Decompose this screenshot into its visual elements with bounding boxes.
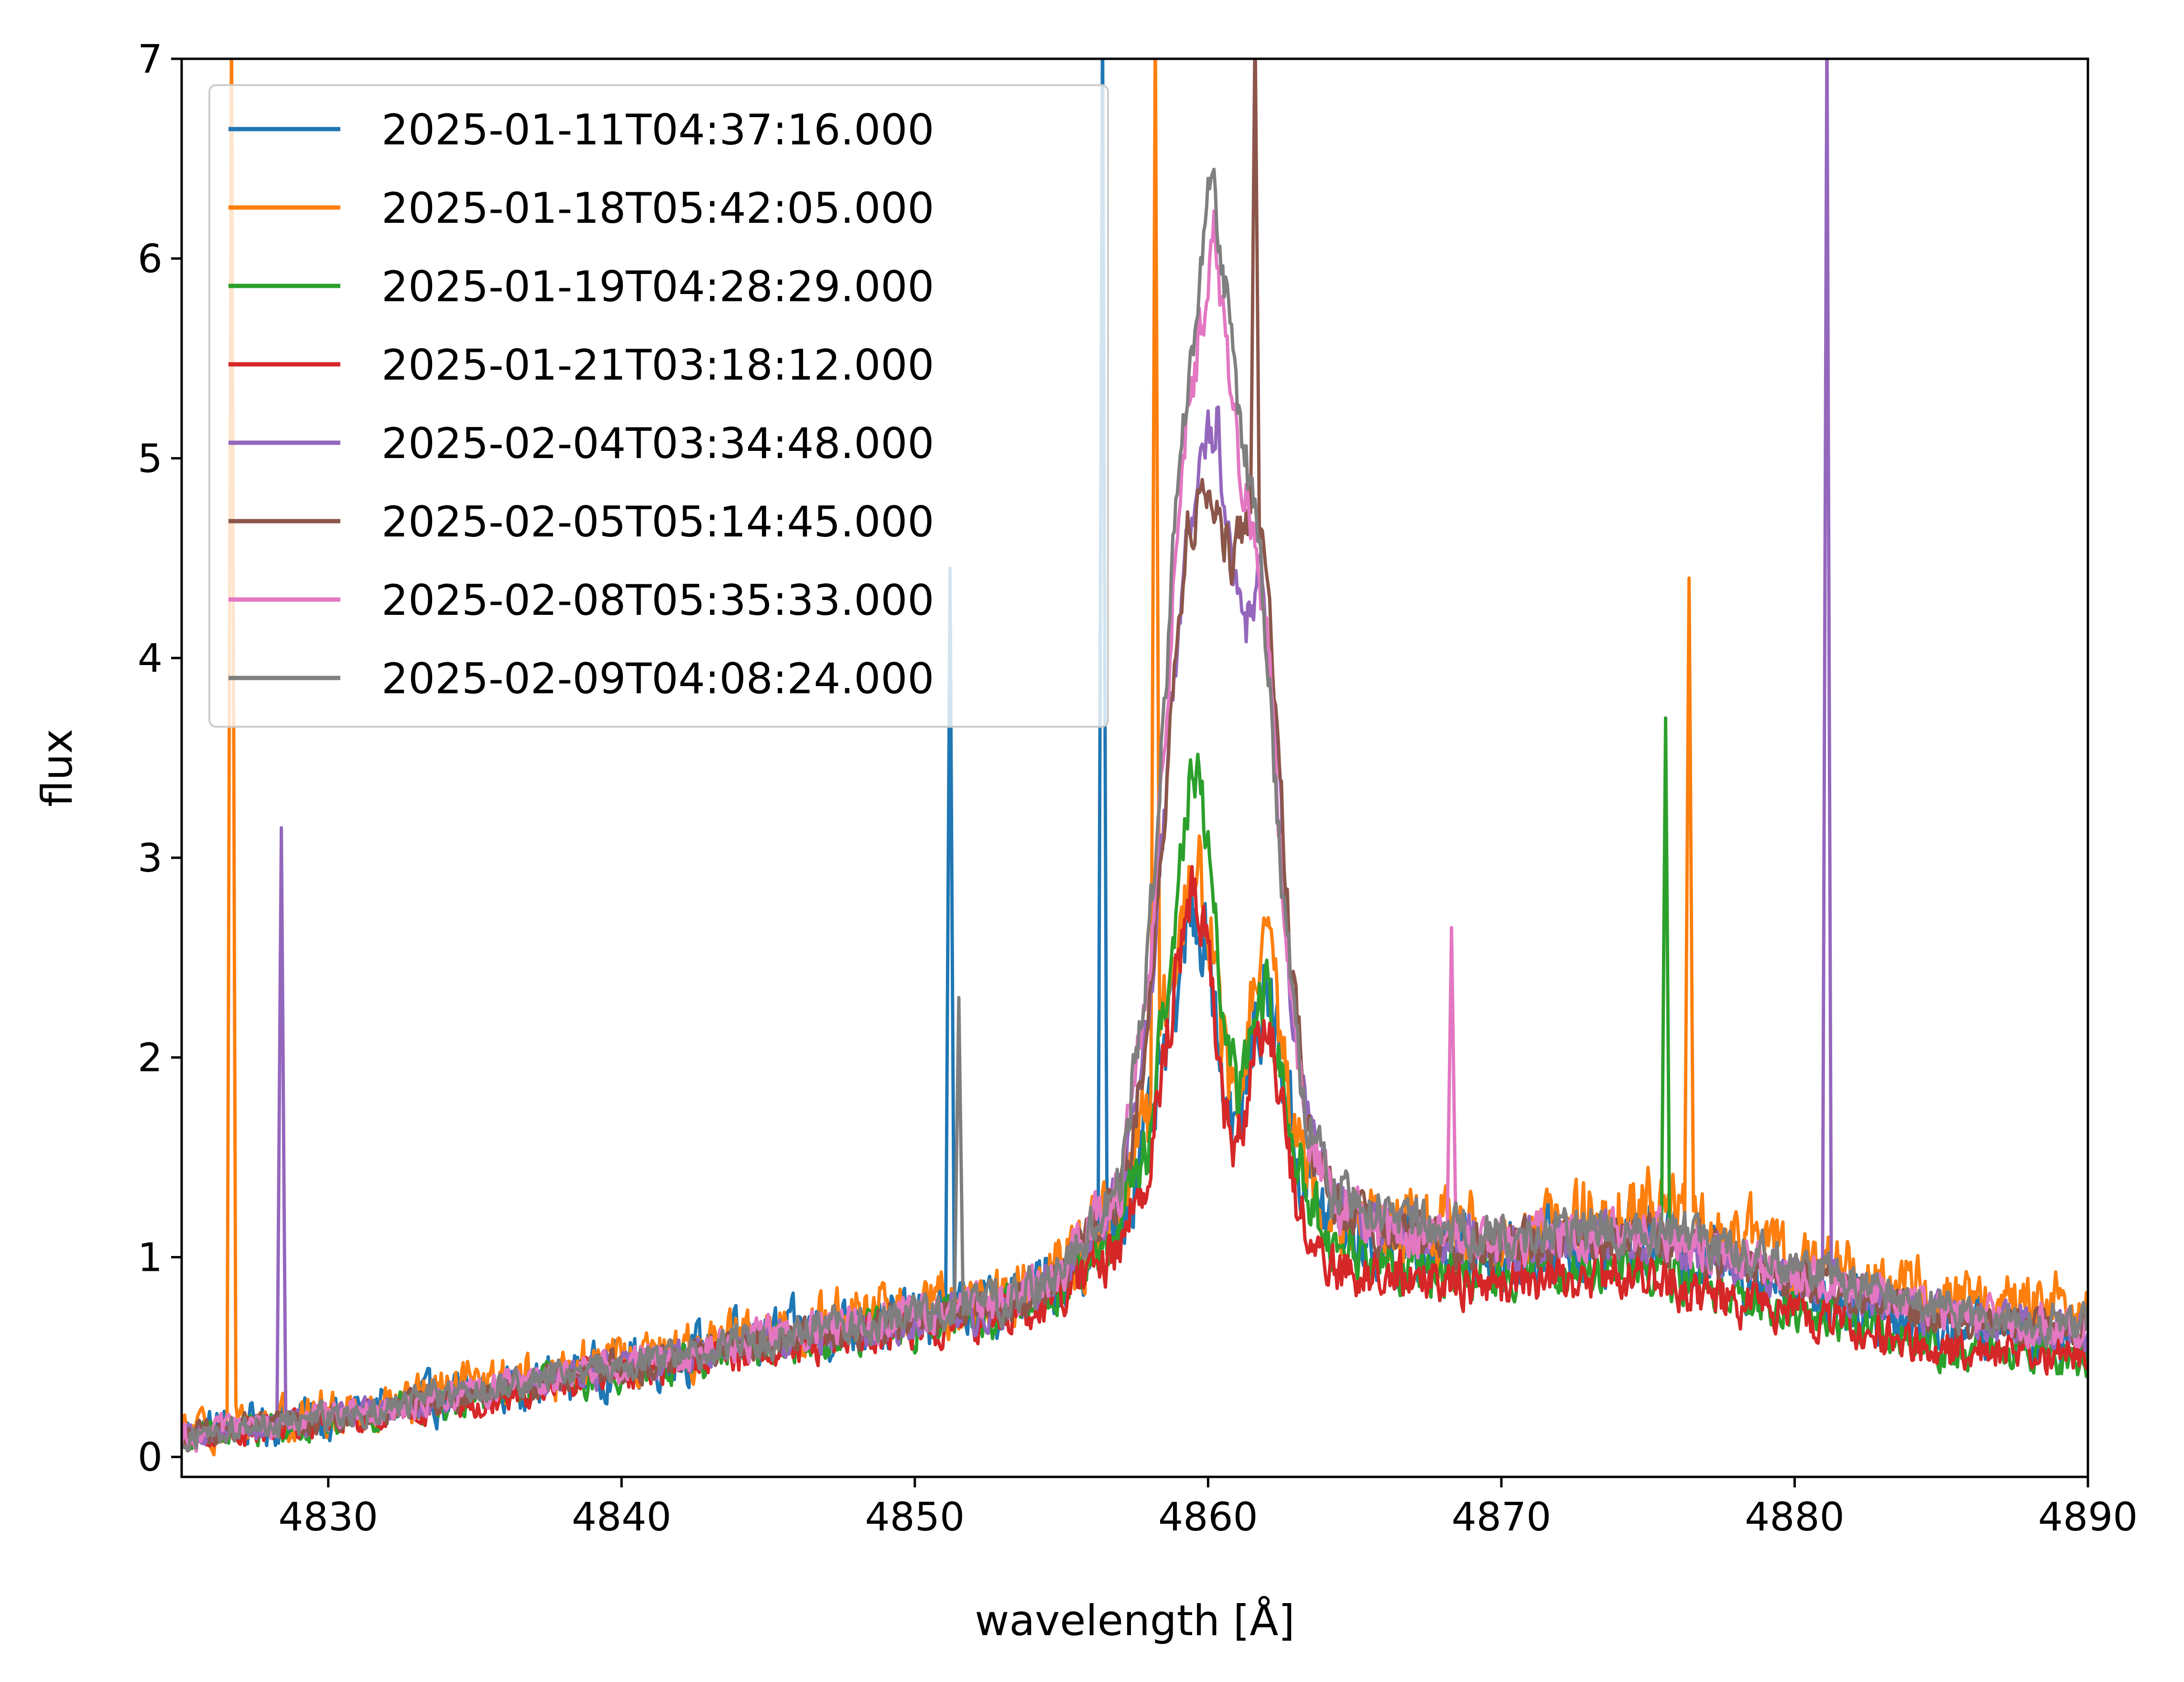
legend-label: 2025-02-05T05:14:45.000 bbox=[381, 497, 934, 546]
legend-frame bbox=[208, 84, 1109, 728]
legend-label: 2025-02-04T03:34:48.000 bbox=[381, 419, 934, 468]
x-axis: 4830 4840 4850 4860 4870 4880 4890 bbox=[278, 1477, 2138, 1540]
series-line bbox=[182, 167, 2088, 1453]
legend-label: 2025-01-18T05:42:05.000 bbox=[381, 184, 934, 233]
series-layer bbox=[182, 59, 2088, 1457]
y-tick-label: 7 bbox=[138, 37, 163, 82]
legend: 2025-01-11T04:37:16.000 2025-01-18T05:42:… bbox=[208, 84, 1109, 728]
x-tick-label: 4830 bbox=[278, 1495, 378, 1540]
legend-label: 2025-01-19T04:28:29.000 bbox=[381, 262, 934, 311]
y-tick-label: 1 bbox=[138, 1235, 163, 1280]
y-tick-label: 4 bbox=[138, 636, 163, 681]
y-axis: 0 1 2 3 4 5 6 7 bbox=[138, 37, 182, 1480]
plot-frame bbox=[180, 57, 2089, 1478]
y-tick-label: 5 bbox=[138, 436, 163, 481]
y-tick-label: 3 bbox=[138, 836, 163, 881]
legend-label: 2025-02-08T05:35:33.000 bbox=[381, 576, 934, 625]
x-tick-label: 4860 bbox=[1158, 1495, 1258, 1540]
y-tick-label: 2 bbox=[138, 1036, 163, 1081]
legend-label: 2025-01-21T03:18:12.000 bbox=[381, 340, 934, 390]
y-axis-label: flux bbox=[33, 729, 82, 807]
legend-label: 2025-02-09T04:08:24.000 bbox=[381, 654, 934, 703]
series-line bbox=[182, 865, 2088, 1448]
y-tick-label: 6 bbox=[138, 237, 163, 282]
y-tick-label: 0 bbox=[138, 1435, 163, 1480]
x-tick-label: 4870 bbox=[1452, 1495, 1552, 1540]
legend-label: 2025-01-11T04:37:16.000 bbox=[381, 105, 934, 154]
x-tick-label: 4880 bbox=[1745, 1495, 1845, 1540]
x-axis-label: wavelength [Å] bbox=[975, 1596, 1294, 1645]
x-tick-label: 4890 bbox=[2038, 1495, 2138, 1540]
x-tick-label: 4850 bbox=[865, 1495, 965, 1540]
x-tick-label: 4840 bbox=[572, 1495, 672, 1540]
